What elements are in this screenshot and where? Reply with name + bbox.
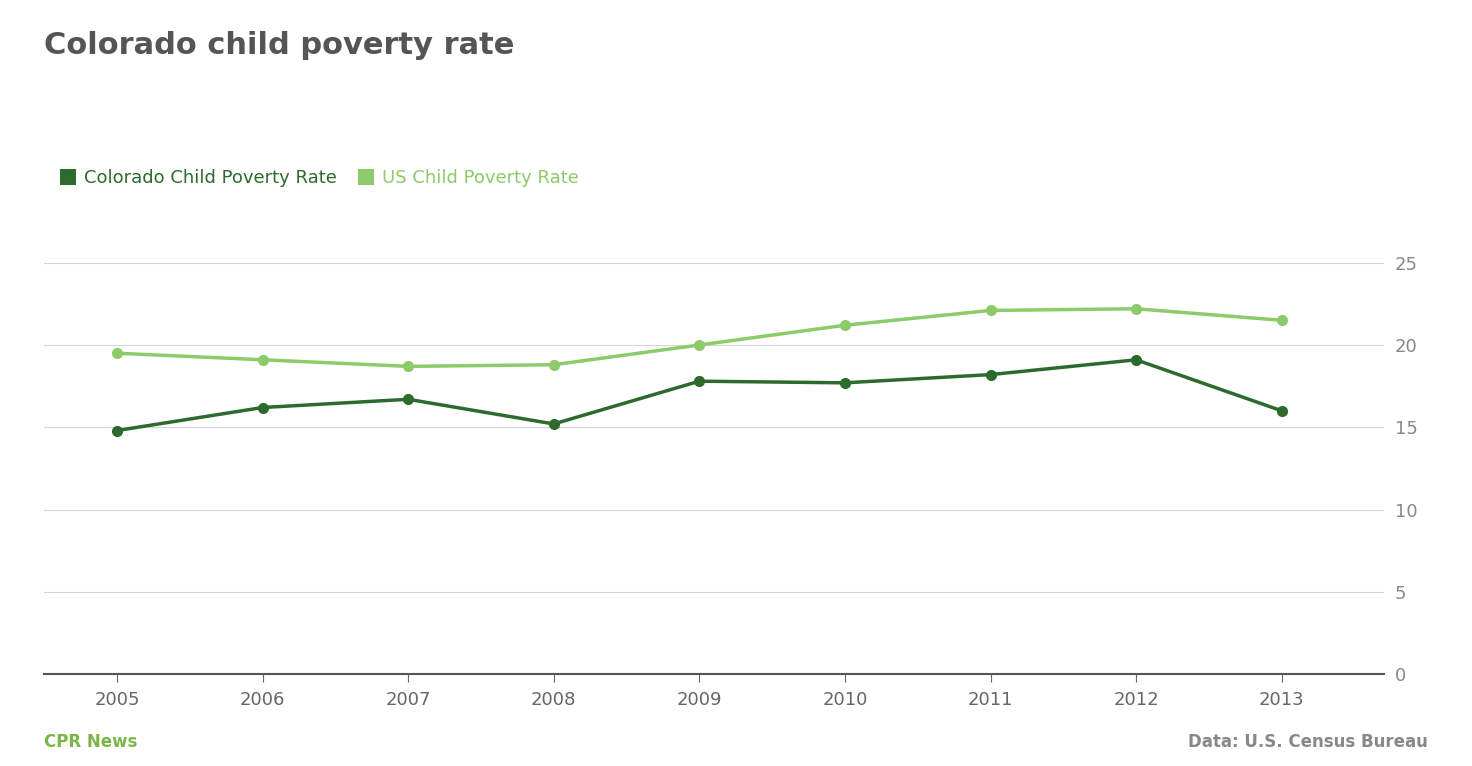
Text: CPR News: CPR News — [44, 733, 137, 751]
Legend: Colorado Child Poverty Rate, US Child Poverty Rate: Colorado Child Poverty Rate, US Child Po… — [53, 162, 586, 195]
Text: Colorado child poverty rate: Colorado child poverty rate — [44, 31, 515, 60]
Text: Data: U.S. Census Bureau: Data: U.S. Census Bureau — [1188, 733, 1428, 751]
